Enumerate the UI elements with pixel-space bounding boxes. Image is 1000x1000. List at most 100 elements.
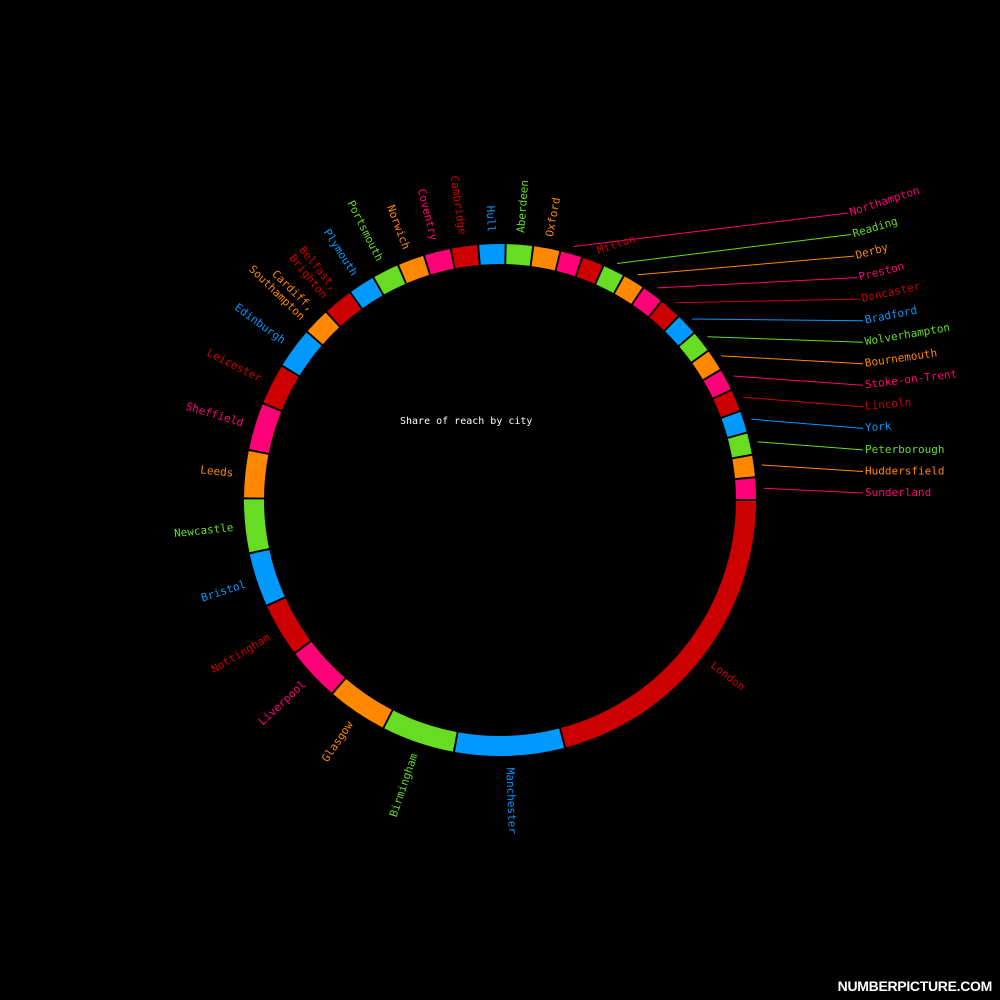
- label-line: Manchester: [503, 768, 519, 835]
- ring-segments: [244, 243, 756, 756]
- label-nottingham: Nottingham: [209, 631, 273, 676]
- label-doncaster: Doncaster: [860, 279, 921, 305]
- segment-bradford: [665, 317, 694, 346]
- chart-title: Share of reach by city: [400, 416, 532, 427]
- segment-derby: [614, 276, 643, 304]
- label-aberdeen: Aberdeen: [514, 179, 531, 233]
- label-bristol: Bristol: [199, 578, 247, 605]
- label-reading: Reading: [851, 215, 899, 241]
- label-sunderland: Sunderland: [865, 486, 931, 499]
- callout-line-reading: [617, 234, 852, 264]
- label-line: Glasgow: [319, 718, 356, 764]
- label-wolverhampton: Wolverhampton: [864, 321, 951, 348]
- label-line: Liverpool: [256, 678, 309, 728]
- callout-line-derby: [637, 255, 855, 276]
- label-line: Milton: [595, 232, 637, 257]
- segment-norwich: [399, 255, 430, 284]
- label-bournemouth: Bournemouth: [864, 346, 938, 369]
- label-milton: Milton: [595, 232, 637, 257]
- segment-glasgow: [333, 678, 392, 728]
- label-line: Portsmouth: [345, 198, 386, 263]
- label-portsmouth: Portsmouth: [345, 198, 386, 263]
- segment-peterborough: [727, 433, 752, 458]
- segment-bristol: [249, 549, 285, 605]
- segment-sunderland: [735, 478, 756, 500]
- label-birmingham: Birmingham: [387, 751, 421, 818]
- segment-sheffield: [249, 404, 282, 453]
- label-huddersfield: Huddersfield: [865, 464, 944, 477]
- callout-line-wolverhampton: [707, 336, 864, 343]
- callout-line-preston: [657, 277, 858, 289]
- label-line: Aberdeen: [514, 179, 531, 233]
- segment-belfast-brighton: [327, 293, 362, 327]
- label-line: Leeds: [200, 463, 234, 479]
- label-line: Bristol: [199, 578, 247, 605]
- segment-london: [560, 500, 756, 748]
- label-coventry: Coventry: [415, 187, 441, 242]
- callout-line-huddersfield: [761, 464, 864, 472]
- segment-northampton: [556, 251, 582, 277]
- segment-aberdeen: [506, 244, 533, 266]
- label-york: York: [865, 420, 893, 435]
- segment-reading: [596, 266, 623, 293]
- label-manchester: Manchester: [503, 768, 519, 835]
- label-peterborough: Peterborough: [865, 443, 944, 456]
- label-stoke-on-trent: Stoke-on-Trent: [864, 367, 958, 391]
- segment-oxford: [531, 246, 560, 271]
- segment-hull: [479, 243, 505, 265]
- segment-manchester: [454, 728, 565, 756]
- label-line: Newcastle: [173, 521, 234, 540]
- label-lincoln: Lincoln: [864, 396, 911, 413]
- callout-lines: [573, 212, 864, 494]
- segment-leicester: [263, 366, 299, 411]
- label-london: London: [708, 659, 747, 694]
- segment-cambridge: [451, 245, 479, 269]
- label-cambridge: Cambridge: [448, 175, 469, 236]
- label-oxford: Oxford: [543, 196, 563, 237]
- segment-huddersfield: [732, 455, 755, 479]
- callout-line-doncaster: [675, 298, 861, 304]
- label-newcastle: Newcastle: [173, 521, 234, 540]
- callout-line-northampton: [573, 212, 849, 247]
- segment-doncaster: [649, 301, 678, 331]
- watermark: NUMBERPICTURE.COM: [837, 978, 993, 994]
- segment-cardiff-southampton: [307, 312, 340, 345]
- label-line: Cambridge: [448, 175, 469, 236]
- label-line: Hull: [484, 205, 498, 232]
- segment-liverpool: [295, 641, 345, 693]
- segment-nottingham: [267, 598, 311, 653]
- callout-line-stoke-on-trent: [733, 375, 864, 386]
- label-derby: Derby: [854, 241, 890, 262]
- segment-stoke-on-trent: [703, 370, 731, 398]
- segment-newcastle: [244, 499, 269, 553]
- label-line: London: [708, 659, 747, 694]
- segment-plymouth: [351, 277, 383, 309]
- label-line: Coventry: [415, 187, 441, 242]
- label-hull: Hull: [484, 205, 498, 232]
- segment-coventry: [424, 248, 454, 275]
- label-line: Birmingham: [387, 751, 421, 818]
- label-liverpool: Liverpool: [256, 678, 309, 728]
- label-line: Edinburgh: [232, 301, 288, 347]
- segment-portsmouth: [374, 265, 406, 295]
- label-line: Oxford: [543, 196, 563, 237]
- label-glasgow: Glasgow: [319, 718, 356, 764]
- label-norwich: Norwich: [384, 203, 412, 251]
- segment-preston: [632, 288, 661, 317]
- callout-line-lincoln: [743, 396, 864, 408]
- label-line: Norwich: [384, 203, 412, 251]
- callout-line-bradford: [692, 318, 864, 322]
- callout-line-bournemouth: [721, 355, 864, 365]
- label-line: Nottingham: [209, 631, 273, 676]
- segment-edinburgh: [282, 332, 322, 376]
- callout-line-york: [751, 418, 864, 429]
- callout-line-sunderland: [763, 487, 864, 494]
- segment-milton: [576, 257, 603, 284]
- label-northampton: Northampton: [848, 184, 921, 219]
- segment-birmingham: [384, 710, 457, 752]
- segment-york: [721, 411, 747, 437]
- label-line: Leicester: [205, 346, 264, 385]
- callout-line-peterborough: [757, 441, 864, 451]
- segment-wolverhampton: [679, 333, 708, 362]
- label-leicester: Leicester: [205, 346, 264, 385]
